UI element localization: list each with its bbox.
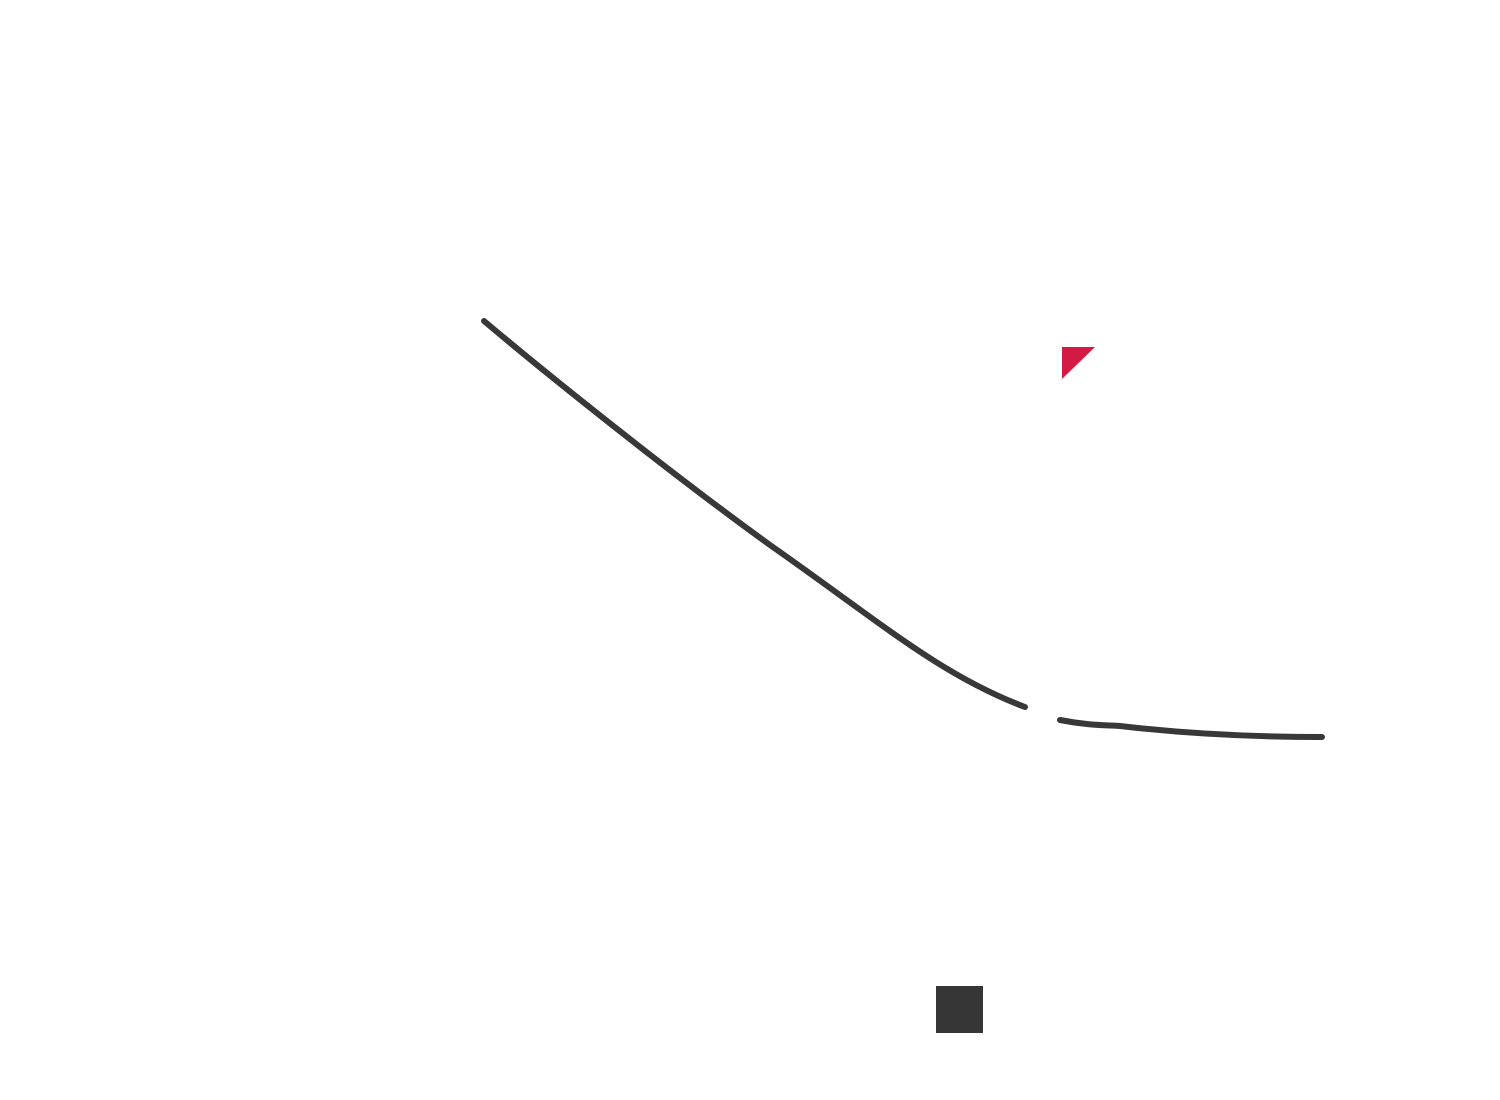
red-triangle <box>1062 347 1095 379</box>
curve-stroke <box>1057 717 1325 740</box>
curve-stroke <box>481 318 1028 710</box>
dark-square[interactable] <box>936 986 983 1033</box>
